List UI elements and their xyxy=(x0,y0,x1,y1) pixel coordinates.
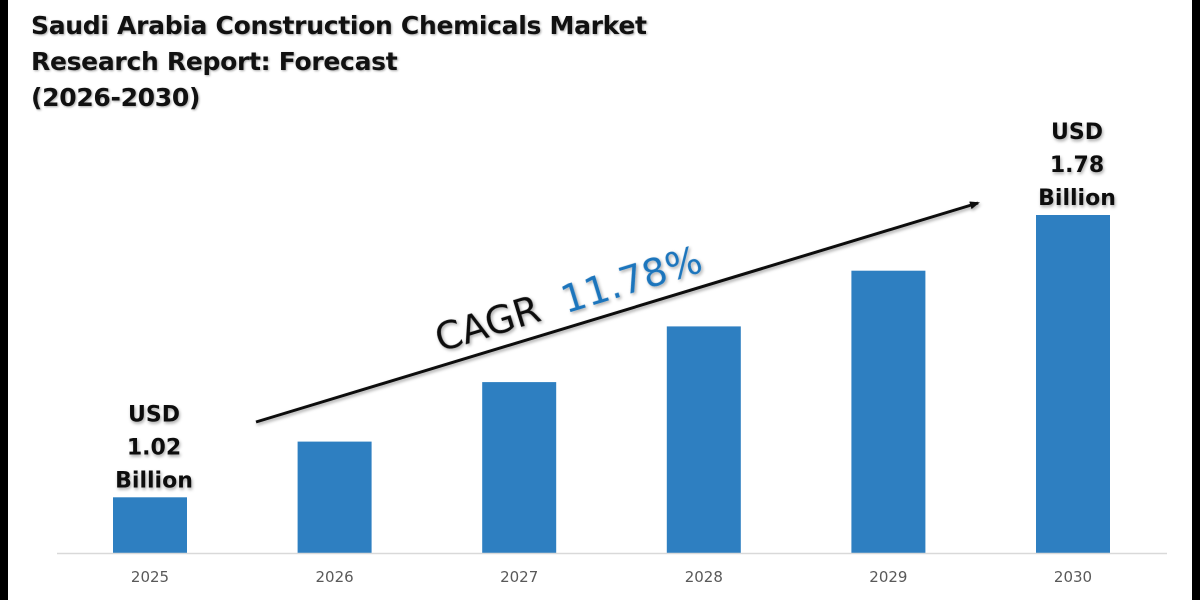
bar-2027 xyxy=(482,382,557,553)
bars-layer xyxy=(113,215,1110,553)
chart-canvas xyxy=(8,0,1192,600)
value-label-2025: USD 1.02 Billion xyxy=(115,402,193,493)
chart-title: Saudi Arabia Construction Chemicals Mark… xyxy=(31,8,647,116)
value-label-2030: USD 1.78 Billion xyxy=(1038,120,1116,211)
x-tick-label-2025: 2025 xyxy=(131,568,169,586)
x-tick-label-2028: 2028 xyxy=(685,568,723,586)
bar-2029 xyxy=(851,270,926,553)
x-tick-label-2030: 2030 xyxy=(1054,568,1092,586)
chart-title-line-1: Saudi Arabia Construction Chemicals Mark… xyxy=(31,11,647,40)
value-annotations: USD 1.02 Billion USD 1.78 Billion xyxy=(115,120,1116,493)
value-label-line: Billion xyxy=(115,468,193,493)
bar-2030 xyxy=(1036,215,1110,553)
bar-2028 xyxy=(666,326,741,553)
value-label-line: Billion xyxy=(1038,186,1116,211)
chart-title-line-2: Research Report: Forecast xyxy=(31,47,398,76)
value-label-line: USD xyxy=(128,402,180,427)
bar-2026 xyxy=(297,441,372,553)
bar-2025 xyxy=(113,497,187,553)
value-label-line: 1.78 xyxy=(1050,153,1104,178)
x-tick-label-2027: 2027 xyxy=(500,568,538,586)
cagr-prefix: CAGR xyxy=(430,287,546,361)
x-tick-labels: 2025 2026 2027 2028 2029 2030 xyxy=(131,568,1092,586)
chart-title-line-3: (2026-2030) xyxy=(31,83,201,112)
value-label-line: 1.02 xyxy=(127,435,181,460)
x-tick-label-2026: 2026 xyxy=(316,568,354,586)
trend-arrow xyxy=(255,201,980,424)
value-label-line: USD xyxy=(1051,120,1103,145)
x-tick-label-2029: 2029 xyxy=(869,568,907,586)
